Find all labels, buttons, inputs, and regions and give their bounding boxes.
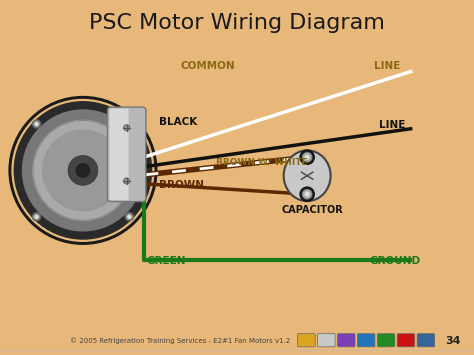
Ellipse shape	[127, 214, 132, 219]
Text: LINE: LINE	[379, 120, 406, 130]
FancyBboxPatch shape	[108, 107, 146, 202]
Ellipse shape	[302, 189, 312, 199]
FancyBboxPatch shape	[109, 109, 128, 200]
Ellipse shape	[22, 109, 144, 231]
FancyBboxPatch shape	[397, 334, 415, 347]
Text: GREEN: GREEN	[147, 256, 186, 266]
Ellipse shape	[127, 122, 132, 126]
Ellipse shape	[300, 150, 314, 164]
Ellipse shape	[34, 214, 39, 219]
Ellipse shape	[34, 122, 39, 126]
FancyBboxPatch shape	[337, 334, 355, 347]
Text: GROUND: GROUND	[370, 256, 421, 266]
Ellipse shape	[14, 101, 152, 240]
Text: PSC Motor Wiring Diagram: PSC Motor Wiring Diagram	[89, 13, 385, 33]
FancyBboxPatch shape	[377, 334, 395, 347]
Ellipse shape	[283, 151, 331, 201]
Text: LINE: LINE	[374, 61, 401, 71]
Ellipse shape	[304, 192, 310, 197]
FancyBboxPatch shape	[318, 334, 335, 347]
Text: © 2005 Refrigeration Training Services - E2#1 Fan Motors v1.2: © 2005 Refrigeration Training Services -…	[70, 338, 290, 344]
FancyBboxPatch shape	[417, 334, 435, 347]
Ellipse shape	[11, 99, 155, 242]
Ellipse shape	[42, 129, 124, 211]
Ellipse shape	[124, 178, 130, 184]
Ellipse shape	[300, 187, 314, 201]
Ellipse shape	[304, 155, 310, 160]
Ellipse shape	[125, 213, 134, 221]
Ellipse shape	[302, 152, 312, 162]
Ellipse shape	[32, 213, 41, 221]
Ellipse shape	[124, 125, 130, 131]
FancyBboxPatch shape	[357, 334, 375, 347]
Text: BROWN: BROWN	[159, 180, 204, 190]
Ellipse shape	[75, 163, 91, 178]
Text: BROWN W/ WHITE: BROWN W/ WHITE	[216, 157, 307, 166]
Text: BLACK: BLACK	[159, 118, 197, 127]
Ellipse shape	[9, 96, 157, 245]
Ellipse shape	[125, 120, 134, 128]
Ellipse shape	[68, 155, 98, 185]
Text: 34: 34	[445, 336, 460, 346]
FancyBboxPatch shape	[298, 334, 315, 347]
Text: COMMON: COMMON	[180, 61, 235, 71]
Ellipse shape	[32, 120, 41, 128]
Text: CAPACITOR: CAPACITOR	[282, 205, 344, 215]
Ellipse shape	[32, 120, 134, 221]
